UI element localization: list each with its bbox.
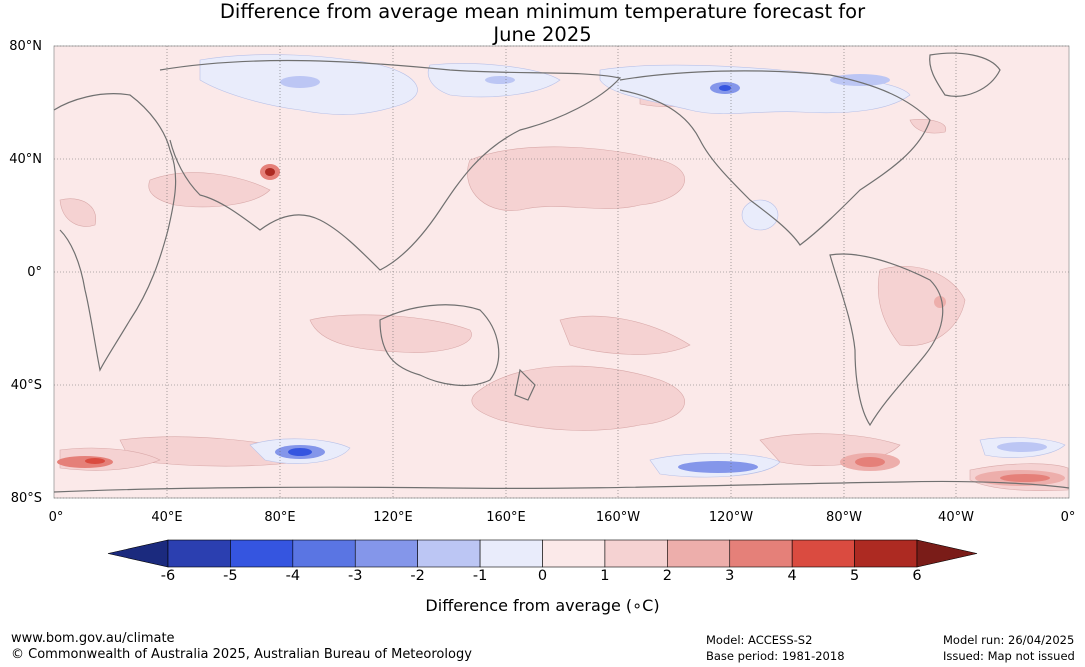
lon-label-0-right: 0° bbox=[1060, 510, 1076, 525]
colorbar-segment bbox=[667, 539, 731, 568]
colorbar-tick-label: 2 bbox=[662, 568, 672, 584]
lon-label-40e: 40°E bbox=[151, 510, 183, 525]
colorbar-segment bbox=[604, 539, 668, 568]
colorbar-tick-label: 4 bbox=[787, 568, 797, 584]
colorbar-tick-label: -5 bbox=[223, 568, 238, 584]
cool-anomaly-patches bbox=[199, 54, 1066, 478]
colorbar-tick-label: 6 bbox=[912, 568, 922, 584]
colorbar-extend-low bbox=[107, 539, 169, 568]
lon-label-120w: 120°W bbox=[708, 510, 754, 525]
lon-label-160w: 160°W bbox=[595, 510, 641, 525]
lon-label-80e: 80°E bbox=[264, 510, 296, 525]
colorbar-tick-label: -2 bbox=[410, 568, 425, 584]
footer-model-run: Model run: 26/04/2025 bbox=[943, 633, 1075, 647]
title-line-1: Difference from average mean minimum tem… bbox=[219, 0, 866, 23]
colorbar-tick-label: 5 bbox=[849, 568, 860, 584]
colorbar-tick-label: -1 bbox=[472, 568, 488, 584]
colorbar bbox=[107, 539, 978, 568]
lat-label-80n: 80°N bbox=[9, 39, 42, 54]
colorbar-segment bbox=[729, 539, 793, 568]
colorbar-segment bbox=[292, 539, 356, 568]
title-line-2: June 2025 bbox=[493, 23, 592, 46]
footer-run-info: Model run: 26/04/2025 Issued: Map not is… bbox=[943, 632, 1075, 664]
colorbar-segment bbox=[417, 539, 481, 568]
footer-issued: Issued: Map not issued bbox=[943, 649, 1075, 663]
colorbar-segments bbox=[107, 539, 978, 568]
colorbar-tick-label: -4 bbox=[285, 568, 301, 584]
footer-url[interactable]: www.bom.gov.au/climate bbox=[11, 631, 175, 646]
colorbar-segment bbox=[791, 539, 855, 568]
footer-model: Model: ACCESS-S2 bbox=[706, 633, 813, 647]
strong-warm-anomalies bbox=[57, 164, 1065, 486]
colorbar-tick-label: 3 bbox=[725, 568, 735, 584]
colorbar-segment bbox=[479, 539, 543, 568]
colorbar-segment bbox=[854, 539, 918, 568]
lat-label-40s: 40°S bbox=[10, 378, 42, 393]
colorbar-segment bbox=[354, 539, 418, 568]
lon-label-160e: 160°E bbox=[486, 510, 526, 525]
lon-label-120e: 120°E bbox=[373, 510, 413, 525]
colorbar-tick-label: 1 bbox=[600, 568, 610, 584]
lon-label-0-left: 0° bbox=[48, 510, 64, 525]
colorbar-segment bbox=[167, 539, 231, 568]
lon-label-80w: 80°W bbox=[826, 510, 862, 525]
forecast-map bbox=[53, 45, 1070, 499]
colorbar-tick-label: -3 bbox=[348, 568, 363, 584]
colorbar-extend-high bbox=[916, 539, 978, 568]
colorbar-tick-label: 0 bbox=[537, 568, 548, 584]
map-title: Difference from average mean minimum tem… bbox=[0, 0, 1085, 46]
footer-copyright: © Commonwealth of Australia 2025, Austra… bbox=[11, 647, 472, 662]
graticule bbox=[54, 45, 1069, 499]
colorbar-segment bbox=[230, 539, 294, 568]
colorbar-tick-label: -6 bbox=[160, 568, 176, 584]
colorbar-label: Difference from average (∘C) bbox=[425, 596, 660, 615]
lat-label-40n: 40°N bbox=[9, 152, 42, 167]
lat-label-0: 0° bbox=[27, 265, 42, 280]
footer-model-info: Model: ACCESS-S2 Base period: 1981-2018 bbox=[706, 632, 845, 664]
footer-left: www.bom.gov.au/climate © Commonwealth of… bbox=[11, 631, 472, 663]
footer-base-period: Base period: 1981-2018 bbox=[706, 649, 845, 663]
lat-label-80s: 80°S bbox=[10, 491, 42, 506]
colorbar-segment bbox=[542, 539, 606, 568]
lon-label-40w: 40°W bbox=[938, 510, 974, 525]
